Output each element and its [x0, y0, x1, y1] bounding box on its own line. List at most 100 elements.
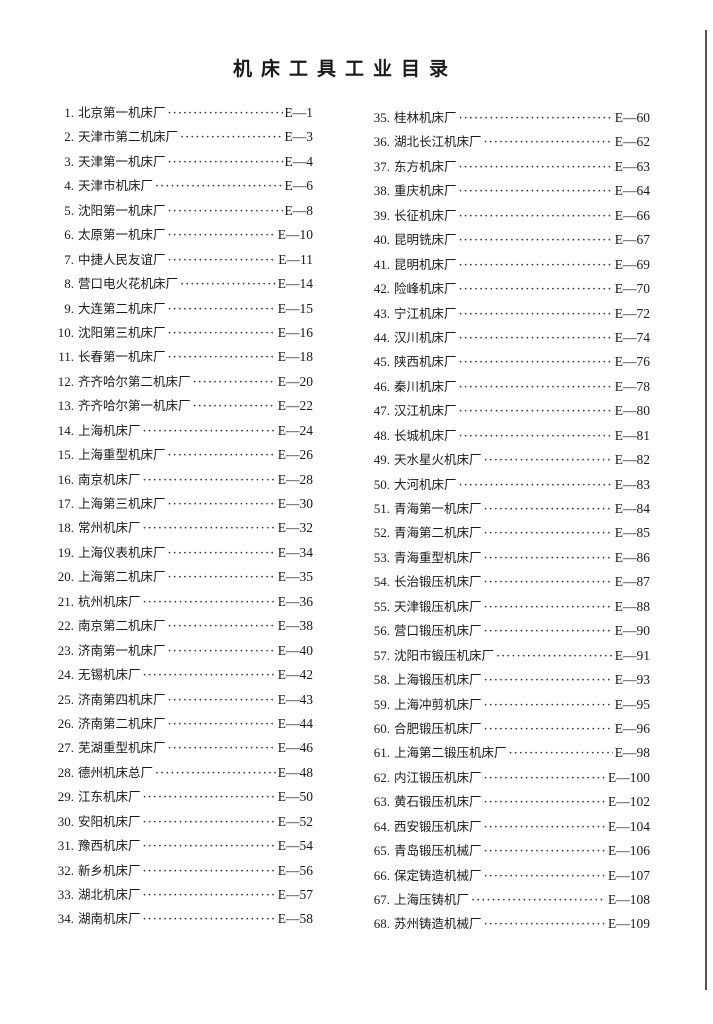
- entry-name: 青海重型机床厂: [394, 549, 482, 565]
- leader-dots: [459, 282, 613, 297]
- entry-page: E—74: [614, 329, 650, 345]
- entry-name: 湖南机床厂: [78, 911, 141, 927]
- entry-page: E—8: [284, 202, 314, 218]
- toc-entry: 61.上海第二锻压机床厂 E—98: [368, 742, 650, 766]
- toc-entry: 34.湖南机床厂 E—58: [48, 908, 313, 932]
- entry-number: 29.: [57, 789, 74, 805]
- entry-number: 17.: [57, 496, 74, 511]
- entry-number: 26.: [57, 715, 74, 731]
- entry-name: 济南第二机床厂: [78, 715, 166, 731]
- entry-page: E—80: [614, 403, 650, 419]
- leader-dots: [168, 350, 276, 365]
- leader-dots: [484, 869, 606, 884]
- toc-entry: 42.险峰机床厂 E—70: [368, 278, 650, 302]
- entry-page: E—56: [277, 862, 313, 878]
- entry-page: E—28: [277, 471, 313, 487]
- toc-entry: 19.上海仪表机床厂 E—34: [48, 542, 313, 566]
- toc-entry: 12.齐齐哈尔第二机床厂 E—20: [48, 371, 313, 395]
- entry-name: 青岛锻压机械厂: [394, 843, 482, 859]
- toc-entry: 15.上海重型机床厂 E—26: [48, 444, 313, 468]
- entry-number: 34.: [57, 911, 74, 927]
- entry-page: E—6: [284, 178, 314, 194]
- entry-page: E—69: [614, 256, 650, 272]
- entry-number: 41.: [373, 256, 390, 272]
- leader-dots: [143, 521, 276, 536]
- entry-name: 长城机床厂: [394, 427, 457, 443]
- entry-name: 青海第一机床厂: [394, 501, 482, 516]
- entry-name: 北京第一机床厂: [78, 105, 166, 120]
- toc-entry: 51. 青海第一机床厂 E—84: [368, 498, 650, 522]
- toc-entry: 63.黄石锻压机床厂 E—102: [368, 791, 650, 815]
- entry-page: E—64: [614, 183, 650, 199]
- entry-name: 黄石锻压机床厂: [394, 794, 482, 810]
- toc-entry: 29.江东机床厂 E—50: [48, 786, 313, 810]
- leader-dots: [143, 864, 276, 879]
- toc-entry: 64.西安锻压机床厂 E—104: [368, 816, 650, 840]
- toc-entry: 24.无锡机床厂 E—42: [48, 664, 313, 688]
- leader-dots: [168, 546, 276, 561]
- toc-entry: 1. 北京第一机床厂 E—1: [48, 102, 313, 126]
- entry-name: 保定铸造机械厂: [394, 867, 482, 883]
- entry-name: 无锡机床厂: [78, 667, 141, 683]
- entry-page: E—35: [277, 569, 313, 585]
- leader-dots: [168, 619, 276, 634]
- entry-number: 55.: [373, 598, 390, 614]
- entry-page: E—84: [614, 501, 650, 516]
- entry-name: 沈阳市锻压机床厂: [394, 647, 495, 663]
- leader-dots: [143, 595, 276, 610]
- toc-entry: 50.大河机床厂 E—83: [368, 474, 650, 498]
- entry-number: 63.: [373, 794, 390, 810]
- entry-number: 1.: [64, 105, 74, 120]
- toc-entry: 32.新乡机床厂 E—56: [48, 860, 313, 884]
- toc-entry: 26.济南第二机床厂 E—44: [48, 713, 313, 737]
- entry-page: E—10: [277, 227, 313, 243]
- entry-name: 天津锻压机床厂: [394, 598, 482, 614]
- entry-number: 30.: [57, 813, 74, 829]
- toc-entry: 25.济南第四机床厂 E—43: [48, 689, 313, 713]
- leader-dots: [471, 893, 606, 908]
- toc-entry: 3.天津第一机床厂 E—4: [48, 151, 313, 175]
- entry-name: 天水星火机床厂: [394, 452, 482, 468]
- entry-name: 营口电火花机床厂: [78, 276, 179, 292]
- entry-name: 湖北长江机床厂: [394, 134, 482, 150]
- entry-name: 上海第三机床厂: [78, 496, 166, 511]
- toc-entry: 67. 上海压铸机厂 E—108: [368, 889, 650, 913]
- toc-entry: 59.上海冲剪机床厂 E—95: [368, 694, 650, 718]
- entry-name: 中捷人民友谊厂: [78, 251, 166, 267]
- leader-dots: [168, 155, 283, 170]
- toc-entry: 17. 上海第三机床厂 E—30: [48, 493, 313, 517]
- entry-number: 7.: [64, 251, 74, 267]
- leader-dots: [168, 570, 276, 585]
- entry-page: E—3: [284, 129, 314, 145]
- toc-entry: 38.重庆机床厂 E—64: [368, 180, 650, 204]
- leader-dots: [459, 478, 613, 493]
- entry-name: 汉川机床厂: [394, 329, 457, 345]
- entry-number: 15.: [57, 447, 74, 463]
- entry-page: E—40: [277, 642, 313, 658]
- entry-page: E—62: [614, 134, 650, 150]
- entry-name: 秦川机床厂: [394, 378, 457, 394]
- toc-entry: 22.南京第二机床厂 E—38: [48, 615, 313, 639]
- entry-page: E—91: [614, 647, 650, 663]
- entry-number: 62.: [373, 769, 390, 785]
- toc-entry: 40.昆明铣床厂 E—67: [368, 229, 650, 253]
- leader-dots: [484, 624, 613, 639]
- toc-entry: 23.济南第一机床厂 E—40: [48, 640, 313, 664]
- entry-page: E—102: [608, 794, 650, 810]
- entry-page: E—15: [277, 300, 313, 316]
- entry-page: E—109: [608, 916, 650, 932]
- toc-entry: 52.青海第二机床厂 E—85: [368, 522, 650, 546]
- entry-name: 常州机床厂: [78, 520, 141, 536]
- entry-number: 31.: [57, 838, 74, 854]
- entry-page: E—85: [614, 525, 650, 541]
- toc-entry: 65.青岛锻压机械厂 E—106: [368, 840, 650, 864]
- entry-number: 11.: [58, 349, 74, 365]
- entry-name: 上海第二机床厂: [78, 569, 166, 585]
- leader-dots: [168, 253, 277, 268]
- toc-entry: 60.合肥锻压机床厂 E—96: [368, 718, 650, 742]
- entry-page: E—46: [277, 740, 313, 756]
- entry-number: 64.: [373, 818, 390, 834]
- entry-name: 苏州铸造机械厂: [394, 916, 482, 932]
- leader-dots: [143, 912, 276, 927]
- entry-name: 青海第二机床厂: [394, 525, 482, 541]
